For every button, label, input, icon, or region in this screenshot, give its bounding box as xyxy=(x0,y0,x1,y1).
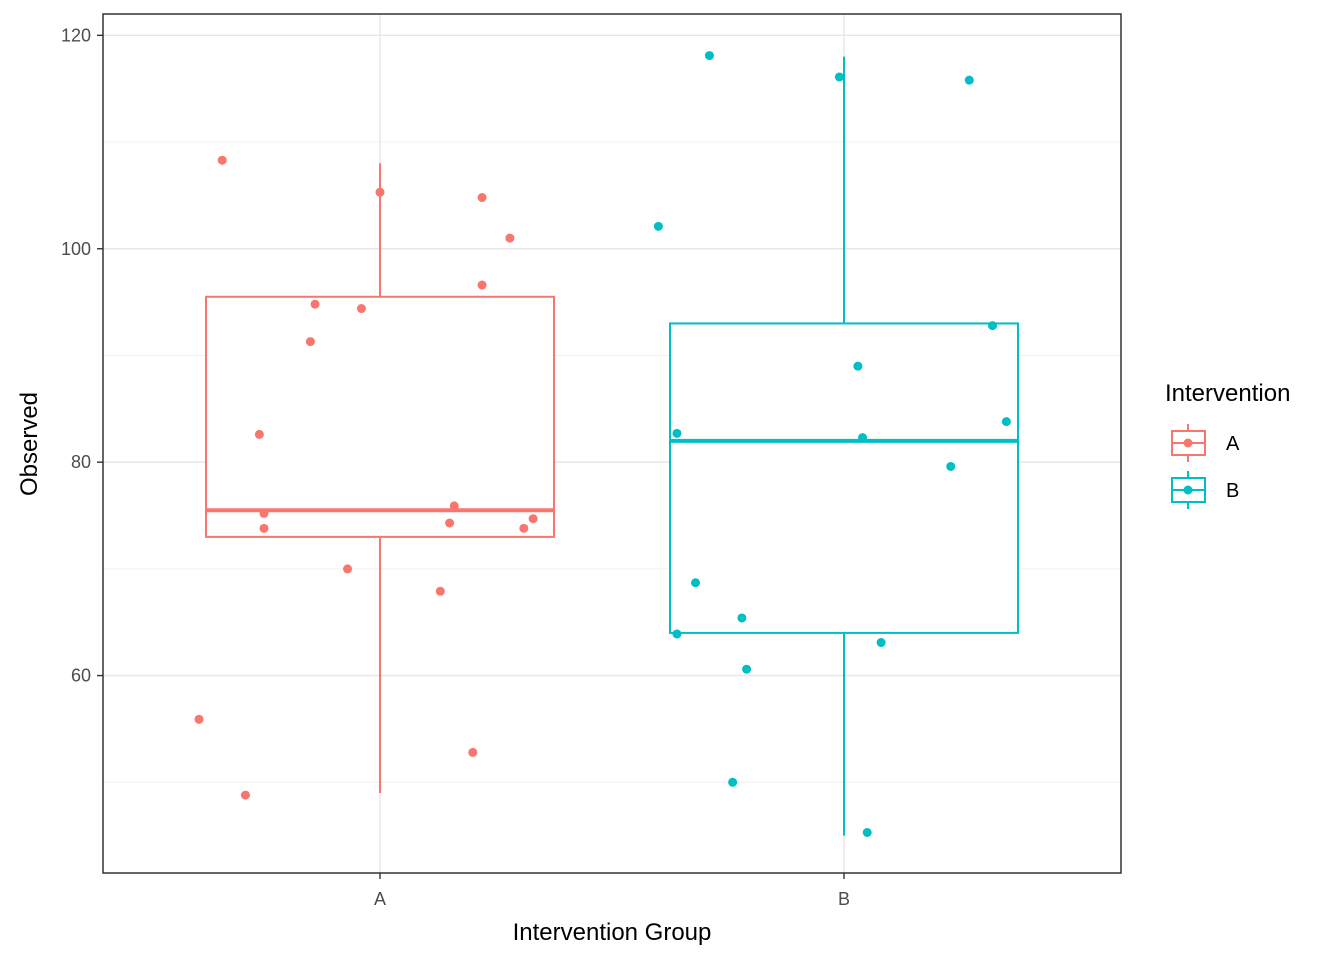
data-point-b xyxy=(946,461,956,471)
legend-key-point xyxy=(1183,485,1193,495)
data-point-a xyxy=(477,280,487,290)
data-point-b xyxy=(876,638,886,648)
jitter-points xyxy=(194,51,1011,837)
data-point-b xyxy=(653,221,663,231)
x-tick-label: A xyxy=(374,889,386,909)
data-point-a xyxy=(356,304,366,314)
y-tick-label: 100 xyxy=(61,239,91,259)
y-axis-title: Observed xyxy=(16,392,43,496)
y-tick-label: 120 xyxy=(61,25,91,45)
data-point-b xyxy=(862,827,872,837)
y-tick-label: 80 xyxy=(71,452,91,472)
data-point-b xyxy=(672,629,682,639)
data-point-a xyxy=(505,233,515,243)
data-point-b xyxy=(691,578,701,588)
data-point-b xyxy=(987,321,997,331)
data-point-b xyxy=(964,75,974,85)
legend-item-a: A xyxy=(1171,424,1240,462)
y-axis: 60 80 100 120 xyxy=(61,25,103,686)
data-point-a xyxy=(375,187,385,197)
data-point-a xyxy=(254,429,264,439)
data-point-b xyxy=(858,433,868,443)
box-series xyxy=(205,56,1019,836)
data-point-a xyxy=(468,747,478,757)
x-tick-label: B xyxy=(838,889,850,909)
data-point-b xyxy=(853,361,863,371)
data-point-a xyxy=(528,514,538,524)
box-iqr xyxy=(669,322,1019,634)
data-point-a xyxy=(217,155,227,165)
y-tick-label: 60 xyxy=(71,666,91,686)
data-point-a xyxy=(445,518,455,528)
data-point-a xyxy=(310,299,320,309)
data-point-b xyxy=(704,51,714,61)
legend-item-b: B xyxy=(1171,471,1239,509)
legend-label: B xyxy=(1226,480,1239,502)
panel-border xyxy=(102,13,1122,874)
box-iqr xyxy=(205,295,555,538)
data-point-a xyxy=(259,523,269,533)
data-point-a xyxy=(435,586,445,596)
data-point-b xyxy=(834,72,844,82)
legend: Intervention A B xyxy=(1165,380,1290,509)
data-point-a xyxy=(240,790,250,800)
data-point-a xyxy=(259,508,269,518)
data-point-b xyxy=(728,777,738,787)
data-point-b xyxy=(672,428,682,438)
legend-key-point xyxy=(1183,438,1193,448)
box-a xyxy=(205,163,555,793)
data-point-a xyxy=(343,564,353,574)
data-point-a xyxy=(449,501,459,511)
data-point-a xyxy=(305,337,315,347)
x-axis-title: Intervention Group xyxy=(513,919,712,946)
data-point-b xyxy=(737,613,747,623)
data-point-a xyxy=(194,714,204,724)
data-point-a xyxy=(519,523,529,533)
legend-title: Intervention xyxy=(1165,380,1290,407)
legend-label: A xyxy=(1226,433,1240,455)
data-point-a xyxy=(477,193,487,203)
box-b xyxy=(669,56,1019,836)
data-point-b xyxy=(742,664,752,674)
data-point-b xyxy=(1001,417,1011,427)
